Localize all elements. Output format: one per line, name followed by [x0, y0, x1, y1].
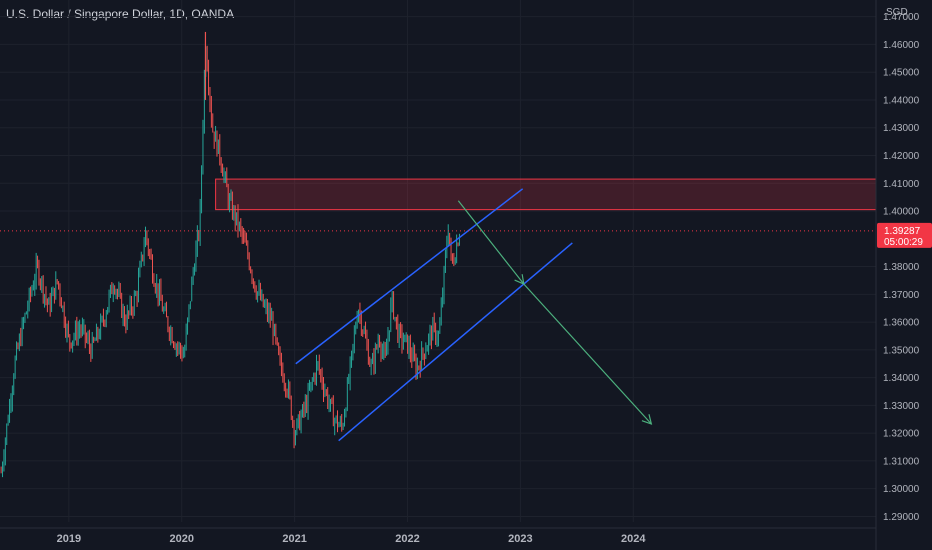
y-tick-label: 1.40000 — [883, 207, 920, 218]
y-tick-label: 1.31000 — [883, 456, 920, 467]
y-tick-label: 1.32000 — [883, 429, 920, 440]
current-price-label: 1.39287 — [884, 226, 921, 237]
time-axis: 2019 2020 2021 2022 2023 2024 — [0, 527, 876, 545]
y-tick-label: 1.45000 — [883, 68, 920, 79]
y-tick-label: 1.37000 — [883, 290, 920, 301]
projection-arrowhead-2 — [641, 414, 653, 425]
grid — [0, 0, 876, 522]
current-price-badge — [877, 222, 932, 248]
y-tick-label: 1.30000 — [883, 484, 920, 495]
projection-arrowhead-1 — [514, 274, 525, 286]
countdown-label: 05:00:29 — [884, 237, 923, 248]
price-candles — [0, 31, 460, 478]
y-tick-label: 1.41000 — [883, 179, 920, 190]
currency-label: SGD — [886, 7, 908, 18]
y-tick-label: 1.42000 — [883, 151, 920, 162]
y-tick-label: 1.29000 — [883, 512, 920, 523]
projection-line — [457, 200, 652, 425]
y-tick-label: 1.36000 — [883, 318, 920, 329]
y-tick-label: 1.38000 — [883, 262, 920, 273]
x-tick-label: 2019 — [57, 533, 81, 545]
y-tick-label: 1.46000 — [883, 40, 920, 51]
y-tick-label: 1.44000 — [883, 95, 920, 106]
y-tick-label: 1.35000 — [883, 345, 920, 356]
channel-upper-line — [295, 188, 524, 365]
y-tick-label: 1.33000 — [883, 401, 920, 412]
x-tick-label: 2023 — [508, 533, 532, 545]
resistance-zone — [215, 178, 877, 211]
price-axis-bg — [876, 0, 932, 550]
x-tick-label: 2021 — [282, 533, 306, 545]
chart-title: U.S. Dollar / Singapore Dollar, 1D, OAND… — [6, 7, 235, 21]
x-tick-label: 2020 — [170, 533, 194, 545]
y-tick-label: 1.43000 — [883, 123, 920, 134]
drawings — [295, 188, 653, 442]
channel-lower-line — [338, 242, 573, 442]
resistance-zone-box — [215, 178, 877, 211]
x-tick-label: 2022 — [395, 533, 419, 545]
y-tick-label: 1.34000 — [883, 373, 920, 384]
x-tick-label: 2024 — [621, 533, 646, 545]
y-tick-label: 1.47000 — [883, 12, 920, 23]
